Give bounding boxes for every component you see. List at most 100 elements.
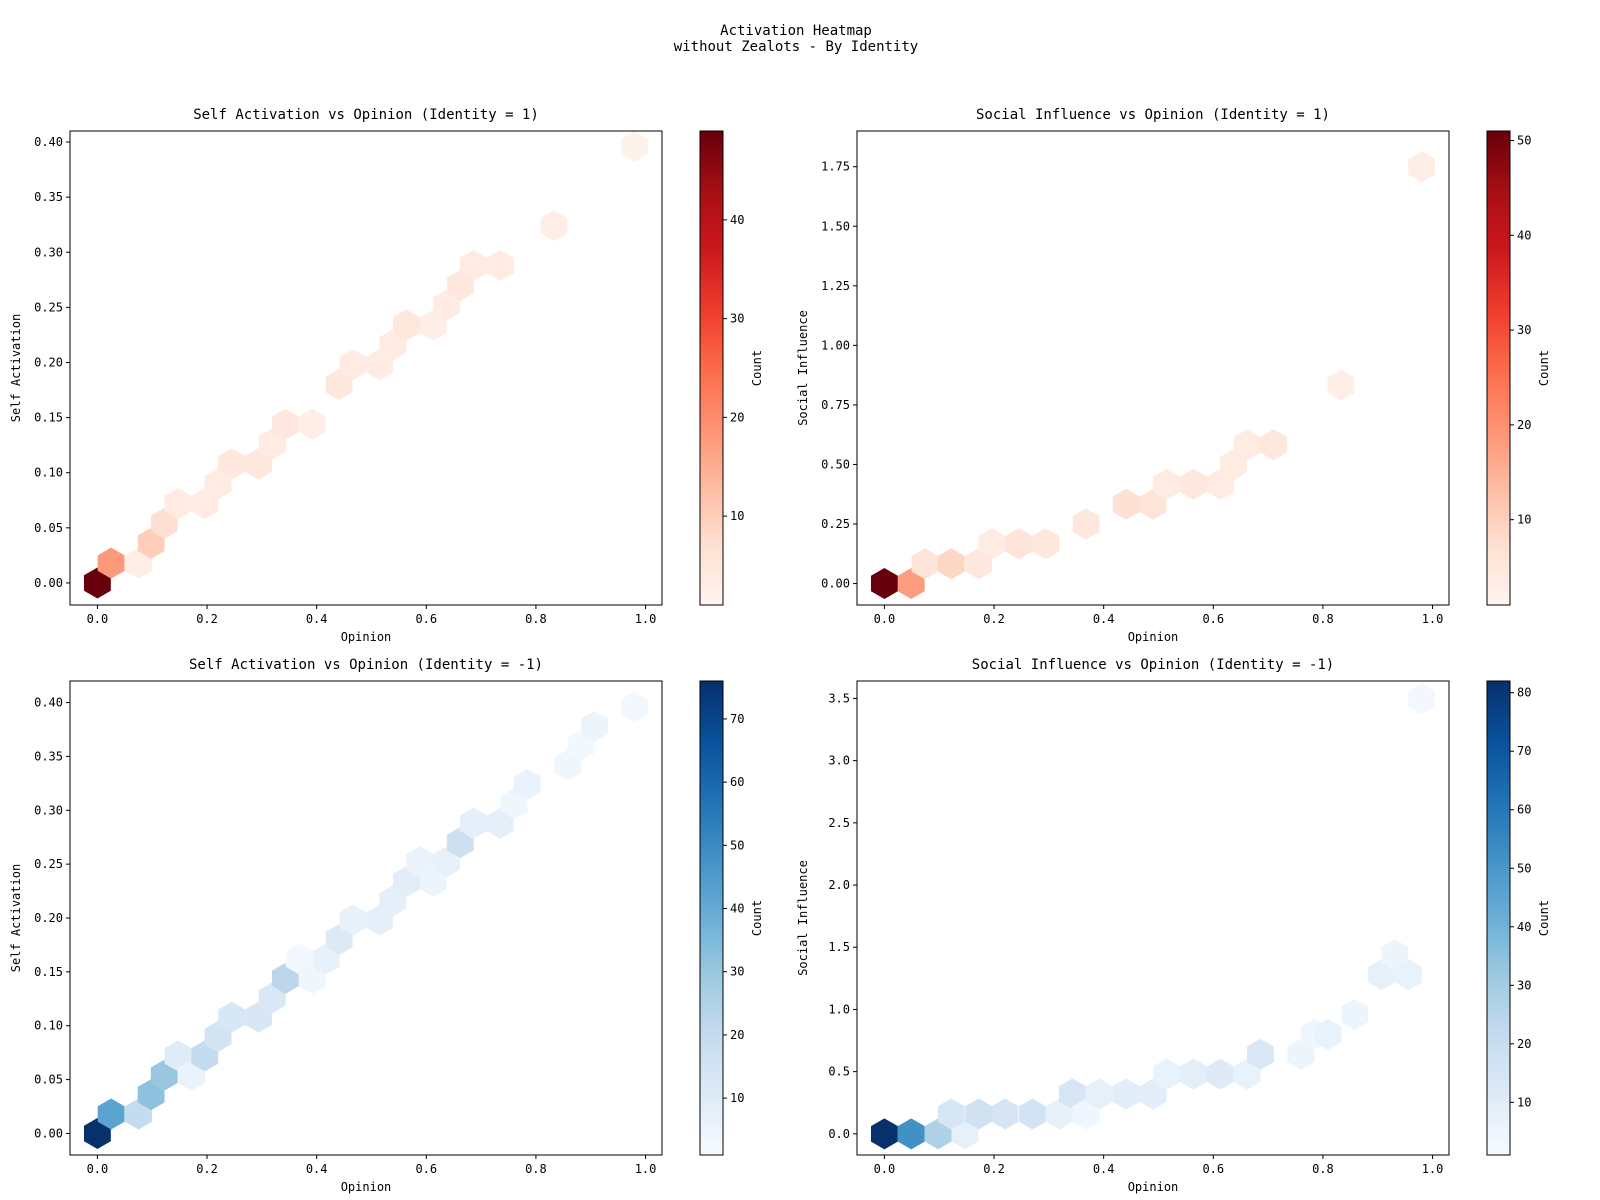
- colorbar-tick-label: 70: [1517, 744, 1531, 758]
- hexbin-cell: [1153, 468, 1181, 500]
- hexbin-cell: [965, 1098, 993, 1130]
- hexbin-cell: [460, 249, 487, 281]
- hexbin-cell: [298, 962, 326, 994]
- panel-self-activation-identity-neg: Self Activation vs Opinion (Identity = -…: [9, 657, 764, 1194]
- y-axis-label: Self Activation: [9, 864, 23, 972]
- y-tick-label: 0.35: [34, 749, 63, 763]
- x-tick-label: 0.2: [196, 1162, 218, 1176]
- y-axis-label: Social Influence: [796, 860, 810, 976]
- x-tick-label: 0.8: [1312, 612, 1334, 626]
- x-tick-label: 0.4: [1093, 612, 1115, 626]
- hexbin-cell: [1408, 151, 1436, 183]
- colorbar-tick-label: 40: [730, 213, 744, 227]
- hexbin-cell: [978, 528, 1006, 560]
- colorbar-tick-label: 10: [1517, 1095, 1531, 1109]
- y-tick-label: 1.0: [828, 1002, 850, 1016]
- y-tick-label: 0.30: [34, 803, 63, 817]
- colorbar-tick-label: 30: [730, 965, 744, 979]
- colorbar-tick-label: 10: [1517, 513, 1531, 527]
- hexbin-cell: [1180, 468, 1207, 500]
- y-tick-label: 0.25: [34, 300, 63, 314]
- hexbin-cell: [420, 309, 447, 341]
- figure-title-line2: without Zealots - By Identity: [674, 39, 918, 55]
- x-tick-label: 0.6: [415, 612, 437, 626]
- hexbin-cell: [379, 885, 407, 917]
- hexbin-cell: [581, 710, 608, 742]
- hexbin-cell: [218, 448, 246, 480]
- colorbar-label: Count: [1537, 900, 1551, 936]
- colorbar-tick-label: 40: [1517, 920, 1531, 934]
- hexbin-cell: [245, 448, 272, 480]
- x-tick-label: 0.8: [525, 612, 547, 626]
- hexbin-cell: [1059, 1078, 1086, 1110]
- hexbin-cell: [1032, 528, 1059, 560]
- hexbin-cell: [218, 1001, 246, 1033]
- hexbin-cell: [83, 1117, 111, 1149]
- x-tick-label: 1.0: [1422, 612, 1444, 626]
- y-tick-label: 0.5: [828, 1065, 850, 1079]
- hexbin-cell: [1233, 429, 1261, 461]
- hexbin-cell: [191, 488, 219, 520]
- colorbar-tick-label: 30: [1517, 323, 1531, 337]
- hexbin-cell: [1287, 1038, 1315, 1070]
- hexbin-cell: [1207, 468, 1234, 500]
- hexbin-cell: [991, 1098, 1019, 1130]
- hexbin-cell: [83, 567, 111, 599]
- hexbin-cell: [621, 691, 649, 723]
- hexbin-cell: [1381, 939, 1409, 971]
- hexbin-cell: [1207, 1058, 1234, 1090]
- hexbin-cell: [1018, 1098, 1046, 1130]
- colorbar-label: Count: [750, 900, 764, 936]
- hexbin-cell: [897, 1118, 925, 1150]
- x-tick-label: 0.0: [87, 1162, 109, 1176]
- y-tick-label: 0.00: [34, 1126, 63, 1140]
- y-tick-label: 0.15: [34, 411, 63, 425]
- y-tick-label: 0.40: [34, 135, 63, 149]
- y-tick-label: 0.05: [34, 1073, 63, 1087]
- y-tick-label: 0.10: [34, 466, 63, 480]
- y-tick-label: 1.50: [821, 219, 850, 233]
- x-axis-label: Opinion: [341, 630, 392, 644]
- x-tick-label: 1.0: [635, 1162, 657, 1176]
- colorbar-tick-label: 20: [730, 1028, 744, 1042]
- hexbin-cell: [1085, 1078, 1113, 1110]
- hexbin-cell: [1072, 508, 1100, 540]
- hexbin-cell: [272, 408, 299, 440]
- colorbar: [699, 680, 724, 1156]
- y-tick-label: 1.25: [821, 279, 850, 293]
- x-tick-label: 0.6: [1202, 1162, 1224, 1176]
- x-axis-label: Opinion: [1128, 1180, 1179, 1194]
- hexbin-cell: [1139, 1078, 1167, 1110]
- hexbin-cell: [204, 1021, 232, 1052]
- hexbin-cell: [137, 527, 165, 559]
- x-tick-label: 0.0: [87, 612, 109, 626]
- colorbar-tick-label: 10: [730, 1091, 744, 1105]
- y-tick-label: 0.20: [34, 355, 63, 369]
- y-tick-label: 2.0: [828, 878, 850, 892]
- colorbar: [1486, 680, 1511, 1156]
- x-tick-label: 0.0: [874, 612, 896, 626]
- panel-self-activation-identity-pos: Self Activation vs Opinion (Identity = 1…: [9, 107, 764, 644]
- hexbin-cell: [164, 1040, 192, 1072]
- hexbin-layer: [870, 682, 1436, 1150]
- x-tick-label: 1.0: [1422, 1162, 1444, 1176]
- y-tick-label: 0.10: [34, 1019, 63, 1033]
- y-tick-label: 0.15: [34, 965, 63, 979]
- hexbin-layer: [83, 691, 649, 1149]
- panel-title: Self Activation vs Opinion (Identity = -…: [189, 657, 543, 673]
- hexbin-cell: [366, 349, 394, 381]
- hexbin-cell: [924, 1118, 952, 1150]
- hexbin-cell: [379, 329, 407, 361]
- y-tick-label: 0.00: [34, 576, 63, 590]
- y-tick-label: 0.35: [34, 190, 63, 204]
- y-axis-label: Self Activation: [9, 314, 23, 422]
- x-tick-label: 0.2: [983, 1162, 1005, 1176]
- hexbin-cell: [621, 131, 649, 162]
- colorbar-tick-label: 40: [730, 902, 744, 916]
- x-tick-label: 0.8: [525, 1162, 547, 1176]
- hexbin-cell: [325, 924, 353, 956]
- colorbar-tick-label: 60: [1517, 803, 1531, 817]
- colorbar: [699, 130, 724, 606]
- y-tick-label: 1.75: [821, 160, 850, 174]
- y-tick-label: 0.50: [821, 457, 850, 471]
